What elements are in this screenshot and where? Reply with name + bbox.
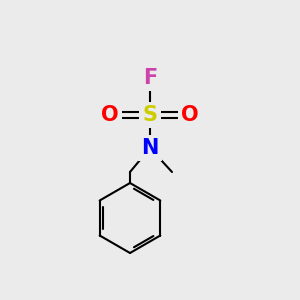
Text: S: S <box>142 105 158 125</box>
Text: F: F <box>143 68 157 88</box>
Text: O: O <box>101 105 119 125</box>
Text: O: O <box>181 105 199 125</box>
Text: N: N <box>141 138 159 158</box>
